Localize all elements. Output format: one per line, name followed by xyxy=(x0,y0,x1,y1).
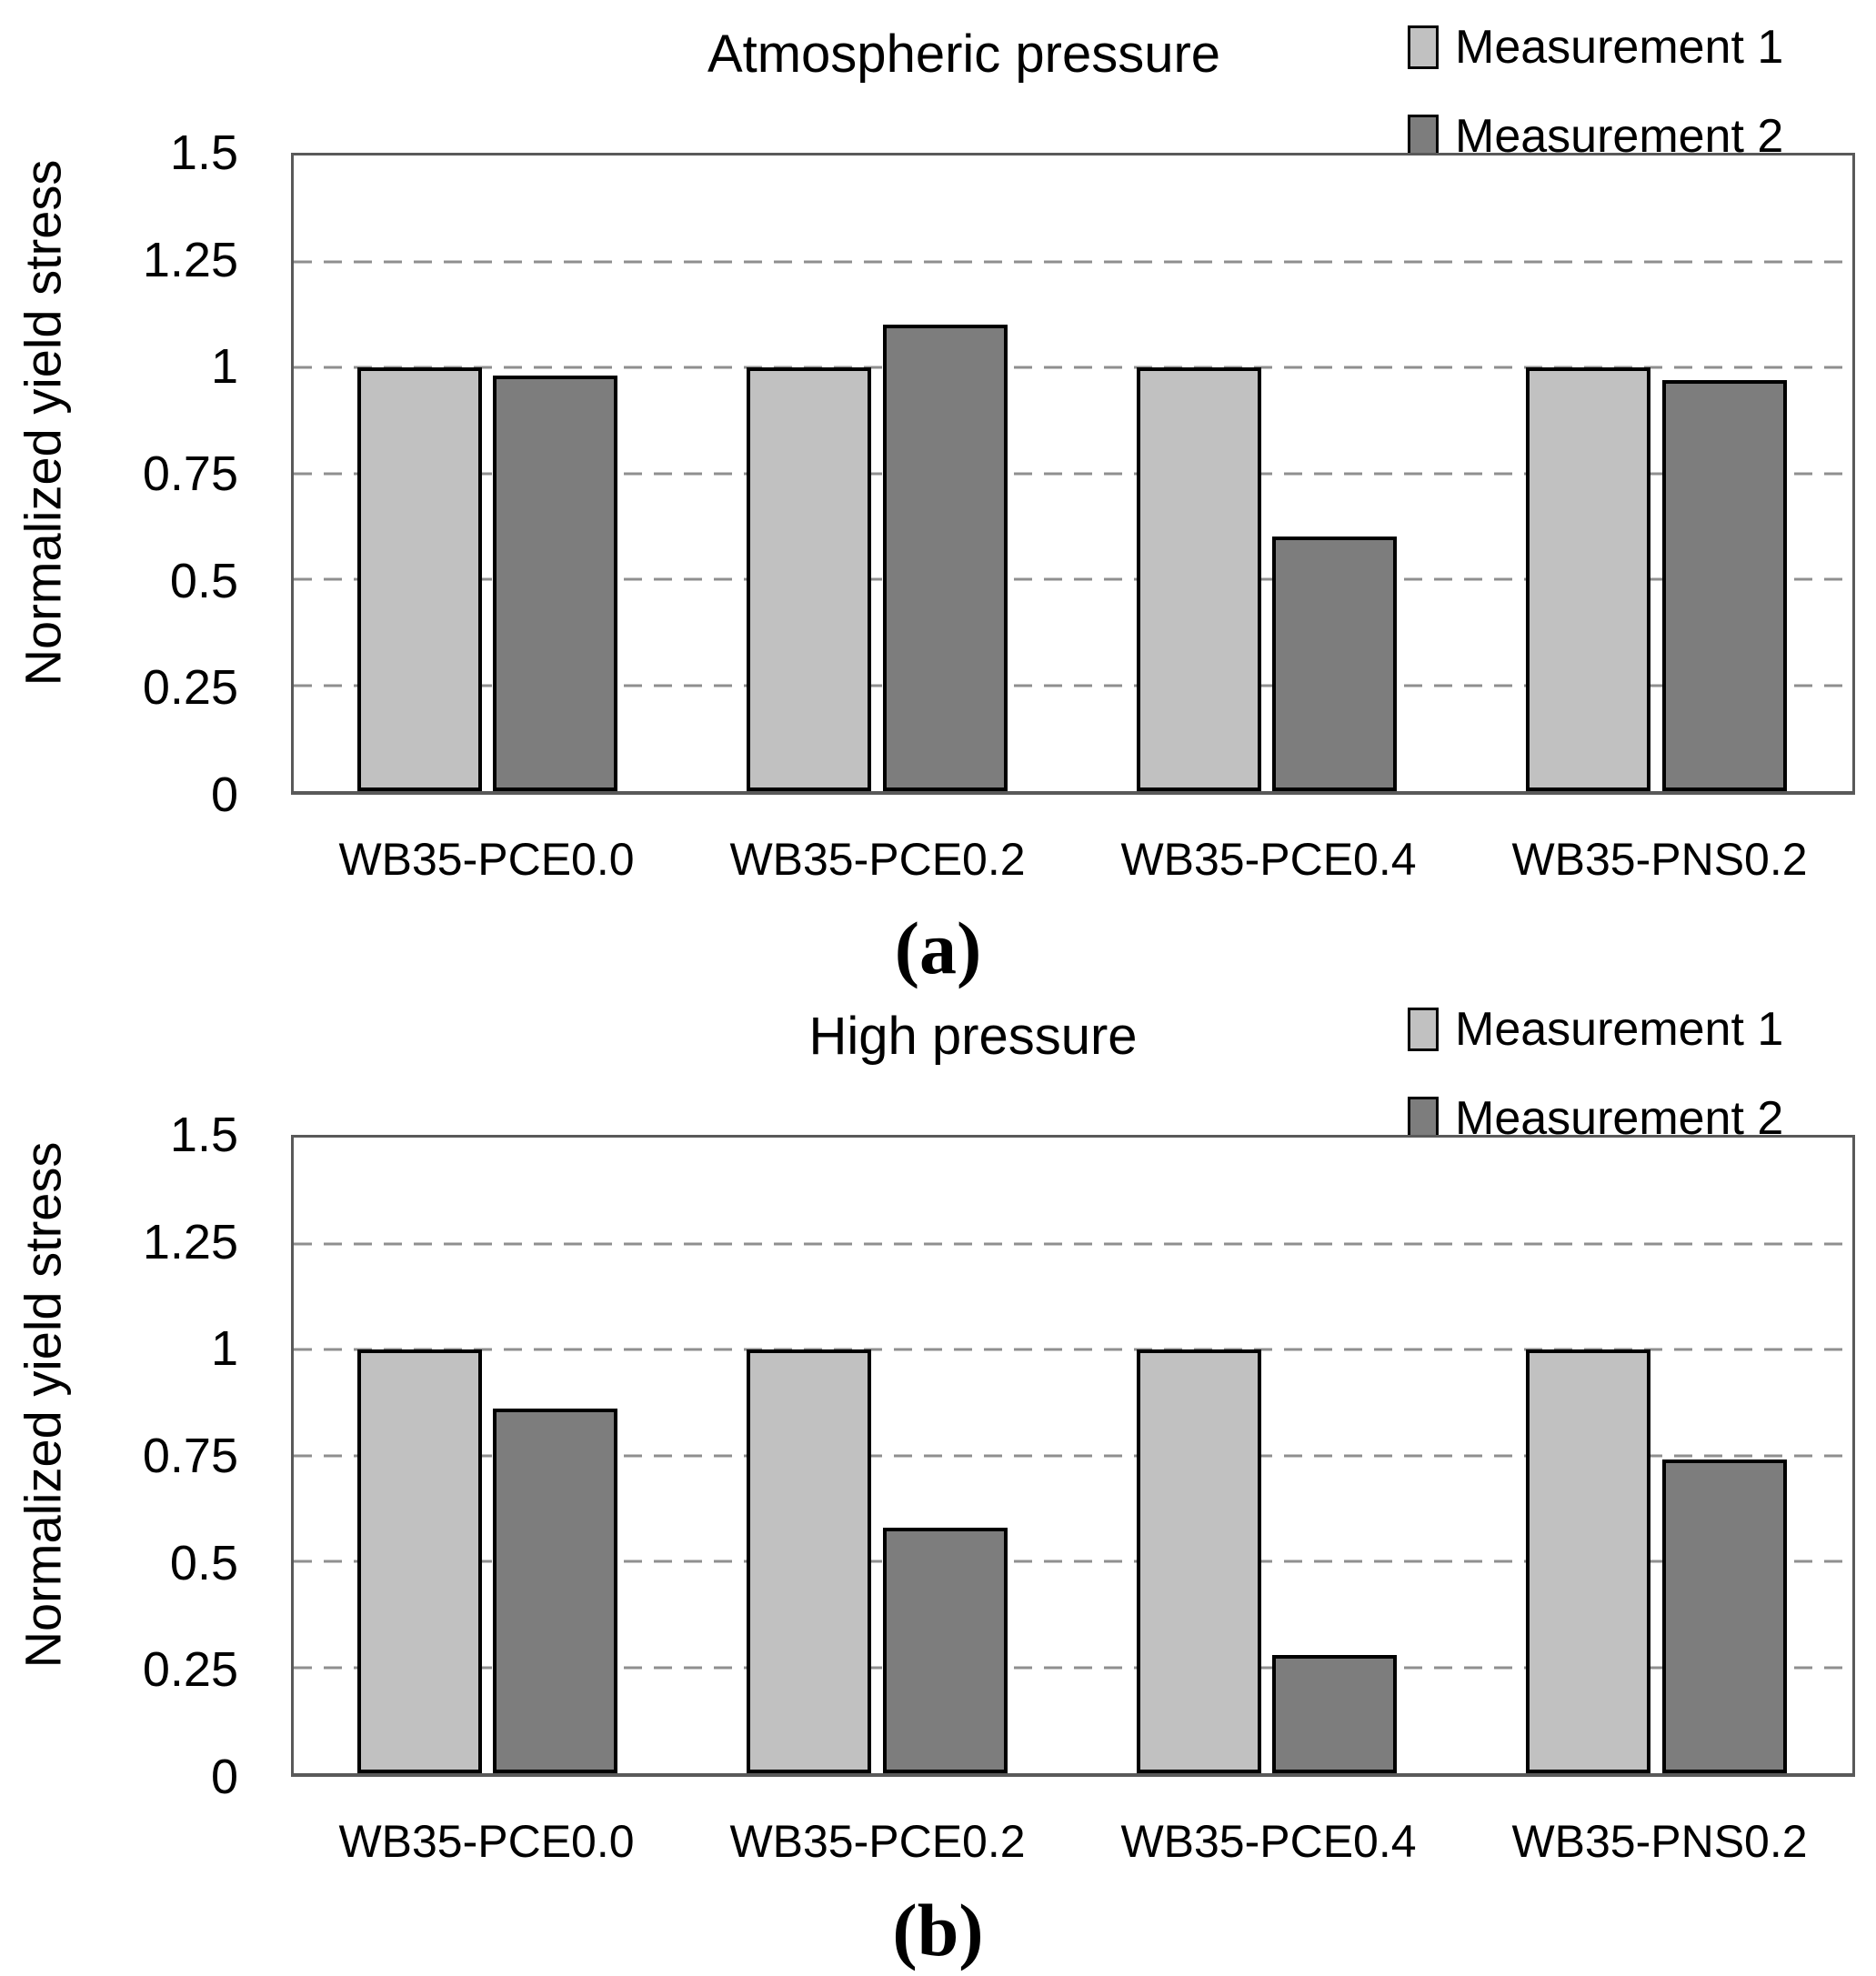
y-tick-label: 0.25 xyxy=(142,1642,238,1698)
chart-b-caption: (b) xyxy=(892,1889,984,1971)
chart-a-plot-area xyxy=(291,153,1855,795)
gridline-0.75 xyxy=(294,1454,1852,1457)
x-category-label: WB35-PCE0.2 xyxy=(729,834,1026,885)
legend-item-measurement-1: Measurement 1 xyxy=(1408,20,1783,75)
bar-WB35-PNS0.2-measurement-1 xyxy=(1526,367,1651,791)
legend-item-measurement-1: Measurement 1 xyxy=(1408,1002,1783,1057)
bar-WB35-PCE0.2-measurement-1 xyxy=(747,1349,872,1773)
x-category-label: WB35-PNS0.2 xyxy=(1511,834,1808,885)
bar-WB35-PCE0.2-measurement-2 xyxy=(882,325,1008,791)
gridline-0.5 xyxy=(294,577,1852,581)
gridline-1 xyxy=(294,1348,1852,1351)
y-tick-label: 1 xyxy=(210,1321,238,1377)
x-category-label: WB35-PCE0.4 xyxy=(1120,1816,1417,1867)
gridline-1 xyxy=(294,366,1852,369)
x-category-label: WB35-PCE0.4 xyxy=(1120,834,1417,885)
bar-WB35-PCE0.2-measurement-1 xyxy=(747,367,872,791)
x-category-label: WB35-PNS0.2 xyxy=(1511,1816,1808,1867)
measurement-2-swatch xyxy=(1408,1097,1439,1140)
y-tick-label: 1.5 xyxy=(169,125,238,180)
y-tick-label: 1.25 xyxy=(142,1214,238,1269)
chart-a-y-tick-labels: 1.5 1.25 1 0.75 0.5 0.25 0 xyxy=(0,125,238,822)
y-tick-label: 0.5 xyxy=(169,1535,238,1590)
bar-WB35-PCE0.0-measurement-1 xyxy=(356,1349,482,1773)
bar-WB35-PCE0.0-measurement-2 xyxy=(493,1409,618,1773)
chart-a-x-axis-labels: WB35-PCE0.0 WB35-PCE0.2 WB35-PCE0.4 WB35… xyxy=(291,833,1855,886)
bar-WB35-PCE0.0-measurement-1 xyxy=(356,367,482,791)
chart-b-y-tick-labels: 1.5 1.25 1 0.75 0.5 0.25 0 xyxy=(0,1108,238,1804)
gridline-0.25 xyxy=(294,1666,1852,1669)
y-tick-label: 0.5 xyxy=(169,553,238,608)
y-tick-label: 0.25 xyxy=(142,660,238,716)
bar-WB35-PNS0.2-measurement-1 xyxy=(1526,1349,1651,1773)
x-category-label: WB35-PCE0.0 xyxy=(338,834,635,885)
x-category-label: WB35-PCE0.0 xyxy=(338,1816,635,1867)
gridline-1.25 xyxy=(294,1242,1852,1245)
y-tick-label: 1 xyxy=(210,339,238,395)
bar-WB35-PCE0.4-measurement-1 xyxy=(1136,367,1261,791)
bar-WB35-PCE0.2-measurement-2 xyxy=(882,1527,1008,1773)
gridline-0.5 xyxy=(294,1560,1852,1563)
bar-WB35-PNS0.2-measurement-2 xyxy=(1661,379,1787,791)
bar-WB35-PCE0.4-measurement-1 xyxy=(1136,1349,1261,1773)
y-tick-label: 0 xyxy=(210,1750,238,1804)
chart-b-title: High pressure xyxy=(808,1007,1138,1066)
bar-WB35-PCE0.0-measurement-2 xyxy=(493,376,618,791)
gridline-0.75 xyxy=(294,472,1852,475)
bar-WB35-PNS0.2-measurement-2 xyxy=(1661,1459,1787,1773)
y-tick-label: 0.75 xyxy=(142,446,238,501)
y-tick-label: 0.75 xyxy=(142,1429,238,1483)
y-tick-label: 0 xyxy=(210,767,238,822)
chart-a-title: Atmospheric pressure xyxy=(707,25,1221,84)
legend-label: Measurement 1 xyxy=(1455,21,1784,74)
gridline-0.25 xyxy=(294,684,1852,687)
y-tick-label: 1.25 xyxy=(142,232,238,287)
chart-b-x-axis-labels: WB35-PCE0.0 WB35-PCE0.2 WB35-PCE0.4 WB35… xyxy=(291,1815,1855,1868)
measurement-1-swatch xyxy=(1408,1008,1439,1051)
measurement-2-swatch xyxy=(1408,115,1439,158)
chart-b-plot-area xyxy=(291,1135,1855,1777)
gridline-1.25 xyxy=(294,260,1852,263)
x-category-label: WB35-PCE0.2 xyxy=(729,1816,1026,1867)
y-tick-label: 1.5 xyxy=(169,1108,238,1162)
measurement-1-swatch xyxy=(1408,25,1439,69)
legend-label: Measurement 1 xyxy=(1455,1003,1784,1056)
chart-a-caption: (a) xyxy=(894,907,982,989)
bar-WB35-PCE0.4-measurement-2 xyxy=(1272,1654,1398,1773)
bar-WB35-PCE0.4-measurement-2 xyxy=(1272,537,1398,791)
